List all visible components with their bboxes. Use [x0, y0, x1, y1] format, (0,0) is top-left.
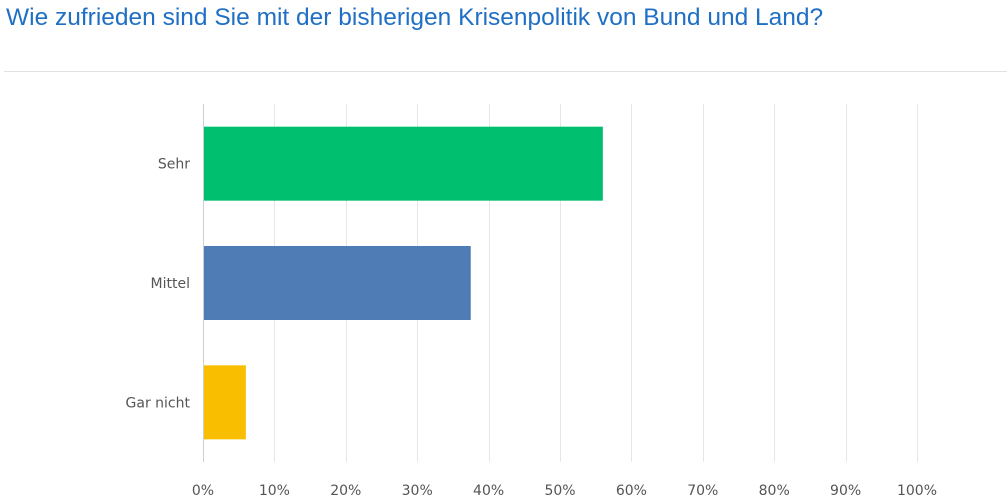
x-tick-label: 50% — [544, 483, 575, 499]
x-tick-label: 20% — [330, 483, 361, 499]
x-tick-label: 40% — [473, 483, 504, 499]
bar — [204, 126, 603, 201]
x-tick-label: 90% — [830, 483, 861, 499]
x-tick-label: 30% — [402, 483, 433, 499]
bar — [204, 246, 471, 320]
x-tick-label: 70% — [687, 483, 718, 499]
chart-title: Wie zufrieden sind Sie mit der bisherige… — [6, 4, 824, 31]
x-tick-label: 0% — [192, 483, 214, 499]
x-tick-label: 100% — [897, 483, 937, 499]
category-labels: Sehr Mittel Gar nicht — [126, 157, 191, 412]
x-tick-label: 10% — [259, 483, 290, 499]
x-tick-label: 60% — [616, 483, 647, 499]
category-label: Sehr — [158, 157, 190, 173]
category-label: Mittel — [151, 276, 190, 292]
x-tick-labels: 0% 10% 20% 30% 40% 50% 60% 70% 80% 90% 100% — [192, 483, 937, 499]
bars — [204, 126, 603, 440]
x-tick-label: 80% — [759, 483, 790, 499]
title-divider — [4, 71, 1007, 72]
bar — [204, 365, 246, 440]
category-label: Gar nicht — [126, 395, 191, 411]
